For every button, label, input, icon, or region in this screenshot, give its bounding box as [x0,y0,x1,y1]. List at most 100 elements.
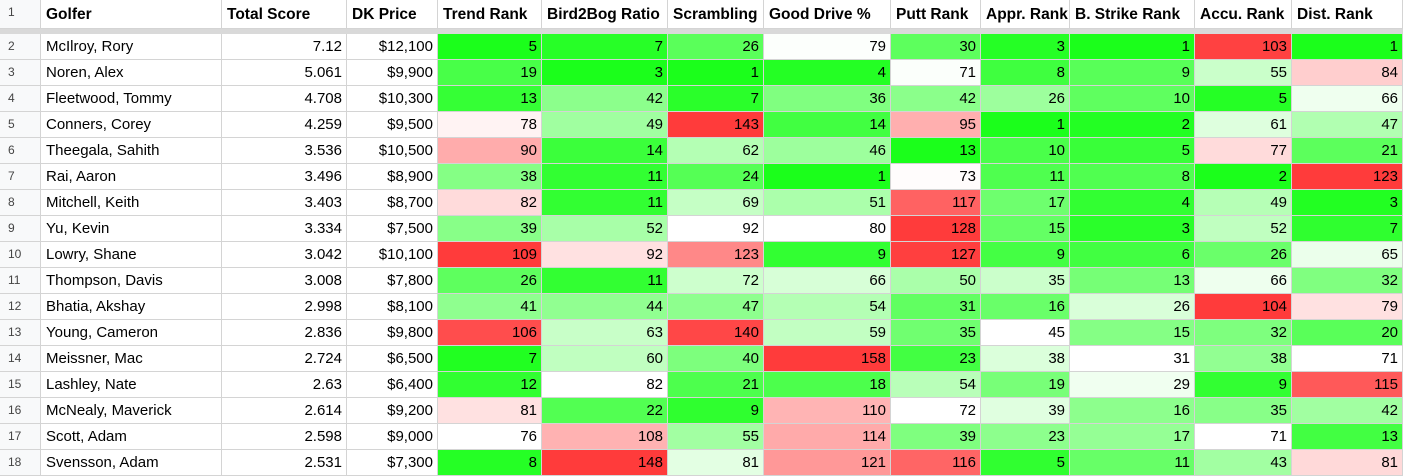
bird2bog-ratio-cell[interactable]: 14 [542,138,668,164]
accu-rank-cell[interactable]: 49 [1195,190,1292,216]
dk-price-cell[interactable]: $7,800 [347,268,438,294]
dist-rank-cell[interactable]: 20 [1292,320,1403,346]
putt-rank-cell[interactable]: 72 [891,398,981,424]
trend-rank-cell[interactable]: 7 [438,346,542,372]
dk-price-cell[interactable]: $6,500 [347,346,438,372]
golfer-cell[interactable]: Mitchell, Keith [41,190,222,216]
row-header[interactable]: 8 [0,190,41,216]
good-drive-cell[interactable]: 9 [764,242,891,268]
putt-rank-cell[interactable]: 116 [891,450,981,476]
accu-rank-cell[interactable]: 55 [1195,60,1292,86]
dist-rank-cell[interactable]: 123 [1292,164,1403,190]
accu-rank-cell[interactable]: 52 [1195,216,1292,242]
dk-price-cell[interactable]: $9,800 [347,320,438,346]
trend-rank-cell[interactable]: 81 [438,398,542,424]
putt-rank-cell[interactable]: 30 [891,34,981,60]
scrambling-cell[interactable]: 123 [668,242,764,268]
accu-rank-cell[interactable]: 66 [1195,268,1292,294]
column-header-golfer[interactable]: Golfer [41,0,222,29]
bird2bog-ratio-cell[interactable]: 11 [542,164,668,190]
accu-rank-cell[interactable]: 61 [1195,112,1292,138]
trend-rank-cell[interactable]: 106 [438,320,542,346]
putt-rank-cell[interactable]: 23 [891,346,981,372]
good-drive-cell[interactable]: 14 [764,112,891,138]
accu-rank-cell[interactable]: 35 [1195,398,1292,424]
appr-rank-cell[interactable]: 8 [981,60,1070,86]
trend-rank-cell[interactable]: 76 [438,424,542,450]
accu-rank-cell[interactable]: 38 [1195,346,1292,372]
total-score-cell[interactable]: 3.334 [222,216,347,242]
total-score-cell[interactable]: 3.042 [222,242,347,268]
total-score-cell[interactable]: 3.536 [222,138,347,164]
column-header-trend-rank[interactable]: Trend Rank [438,0,542,29]
dist-rank-cell[interactable]: 81 [1292,450,1403,476]
bird2bog-ratio-cell[interactable]: 11 [542,190,668,216]
appr-rank-cell[interactable]: 26 [981,86,1070,112]
golfer-cell[interactable]: Scott, Adam [41,424,222,450]
column-header-appr-rank[interactable]: Appr. Rank [981,0,1070,29]
putt-rank-cell[interactable]: 31 [891,294,981,320]
bird2bog-ratio-cell[interactable]: 92 [542,242,668,268]
appr-rank-cell[interactable]: 5 [981,450,1070,476]
trend-rank-cell[interactable]: 8 [438,450,542,476]
accu-rank-cell[interactable]: 43 [1195,450,1292,476]
total-score-cell[interactable]: 4.259 [222,112,347,138]
total-score-cell[interactable]: 2.531 [222,450,347,476]
putt-rank-cell[interactable]: 128 [891,216,981,242]
scrambling-cell[interactable]: 26 [668,34,764,60]
appr-rank-cell[interactable]: 23 [981,424,1070,450]
row-header[interactable]: 10 [0,242,41,268]
bird2bog-ratio-cell[interactable]: 7 [542,34,668,60]
row-header[interactable]: 6 [0,138,41,164]
golfer-cell[interactable]: McIlroy, Rory [41,34,222,60]
total-score-cell[interactable]: 2.836 [222,320,347,346]
b-strike-rank-cell[interactable]: 16 [1070,398,1195,424]
b-strike-rank-cell[interactable]: 17 [1070,424,1195,450]
appr-rank-cell[interactable]: 3 [981,34,1070,60]
dist-rank-cell[interactable]: 21 [1292,138,1403,164]
accu-rank-cell[interactable]: 2 [1195,164,1292,190]
trend-rank-cell[interactable]: 38 [438,164,542,190]
dist-rank-cell[interactable]: 71 [1292,346,1403,372]
b-strike-rank-cell[interactable]: 15 [1070,320,1195,346]
scrambling-cell[interactable]: 24 [668,164,764,190]
scrambling-cell[interactable]: 47 [668,294,764,320]
total-score-cell[interactable]: 5.061 [222,60,347,86]
putt-rank-cell[interactable]: 73 [891,164,981,190]
bird2bog-ratio-cell[interactable]: 49 [542,112,668,138]
total-score-cell[interactable]: 3.403 [222,190,347,216]
total-score-cell[interactable]: 2.614 [222,398,347,424]
bird2bog-ratio-cell[interactable]: 148 [542,450,668,476]
row-header[interactable]: 18 [0,450,41,476]
trend-rank-cell[interactable]: 90 [438,138,542,164]
good-drive-cell[interactable]: 36 [764,86,891,112]
putt-rank-cell[interactable]: 117 [891,190,981,216]
appr-rank-cell[interactable]: 16 [981,294,1070,320]
dk-price-cell[interactable]: $7,500 [347,216,438,242]
golfer-cell[interactable]: Noren, Alex [41,60,222,86]
b-strike-rank-cell[interactable]: 13 [1070,268,1195,294]
golfer-cell[interactable]: Theegala, Sahith [41,138,222,164]
appr-rank-cell[interactable]: 1 [981,112,1070,138]
golfer-cell[interactable]: Lashley, Nate [41,372,222,398]
total-score-cell[interactable]: 2.998 [222,294,347,320]
scrambling-cell[interactable]: 9 [668,398,764,424]
scrambling-cell[interactable]: 7 [668,86,764,112]
trend-rank-cell[interactable]: 26 [438,268,542,294]
dist-rank-cell[interactable]: 66 [1292,86,1403,112]
b-strike-rank-cell[interactable]: 5 [1070,138,1195,164]
total-score-cell[interactable]: 3.496 [222,164,347,190]
trend-rank-cell[interactable]: 19 [438,60,542,86]
golfer-cell[interactable]: Fleetwood, Tommy [41,86,222,112]
dk-price-cell[interactable]: $9,000 [347,424,438,450]
trend-rank-cell[interactable]: 78 [438,112,542,138]
accu-rank-cell[interactable]: 5 [1195,86,1292,112]
b-strike-rank-cell[interactable]: 3 [1070,216,1195,242]
good-drive-cell[interactable]: 66 [764,268,891,294]
appr-rank-cell[interactable]: 17 [981,190,1070,216]
accu-rank-cell[interactable]: 104 [1195,294,1292,320]
bird2bog-ratio-cell[interactable]: 3 [542,60,668,86]
dk-price-cell[interactable]: $7,300 [347,450,438,476]
appr-rank-cell[interactable]: 45 [981,320,1070,346]
good-drive-cell[interactable]: 54 [764,294,891,320]
